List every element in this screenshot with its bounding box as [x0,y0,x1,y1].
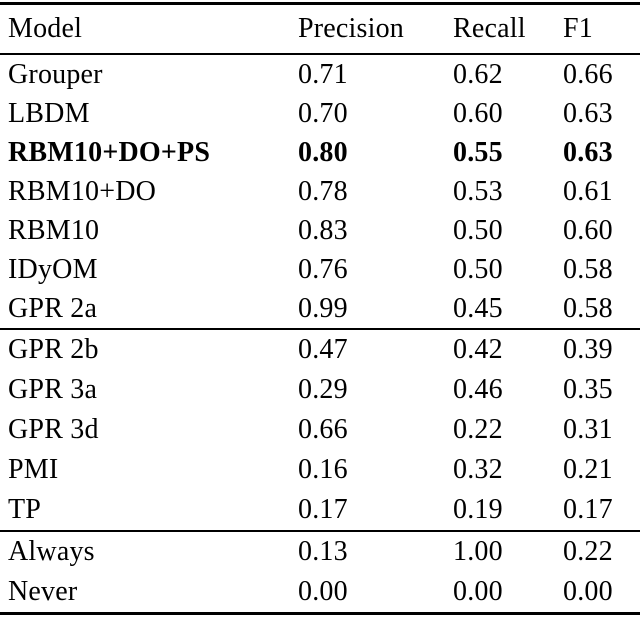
table-header-row: Model Precision Recall F1 [0,5,640,53]
model-cell: GPR 2b [8,334,99,365]
recall-cell: 0.50 [453,214,503,246]
table-bottom-rule [0,612,640,615]
table-row: GPR 2a 0.99 0.45 0.58 [0,289,640,328]
table-row: LBDM 0.70 0.60 0.63 [0,94,640,133]
section-divider-rule-1 [0,328,640,330]
precision-cell: 0.29 [298,374,348,405]
recall-cell: 0.45 [453,292,503,324]
recall-cell: 0.55 [453,136,503,168]
f1-cell: 0.31 [563,414,613,445]
table-row: Never 0.00 0.00 0.00 [0,572,640,612]
table-row: Always 0.13 1.00 0.22 [0,532,640,572]
recall-cell: 0.42 [453,334,503,365]
f1-cell: 0.66 [563,58,613,90]
f1-cell: 0.61 [563,175,613,207]
model-cell: LBDM [8,97,90,129]
table-row: Grouper 0.71 0.62 0.66 [0,55,640,94]
model-cell: RBM10+DO [8,175,157,207]
recall-cell: 0.00 [453,576,503,607]
column-header-precision: Precision [298,13,405,44]
recall-cell: 0.53 [453,175,503,207]
model-cell: IDyOM [8,253,98,285]
table-section-main-models: Grouper 0.71 0.62 0.66 LBDM 0.70 0.60 0.… [0,55,640,328]
precision-cell: 0.13 [298,536,348,567]
model-cell: Always [8,536,95,567]
precision-cell: 0.83 [298,214,348,246]
column-header-model: Model [8,13,83,44]
f1-cell: 0.63 [563,97,613,129]
table-row: RBM10+DO 0.78 0.53 0.61 [0,172,640,211]
model-cell: Never [8,576,78,607]
table-top-rule [0,2,640,5]
section-divider-rule-2 [0,530,640,532]
precision-cell: 0.70 [298,97,348,129]
precision-cell: 0.47 [298,334,348,365]
precision-cell: 0.80 [298,136,348,168]
f1-cell: 0.22 [563,536,613,567]
precision-cell: 0.16 [298,454,348,485]
column-header-f1: F1 [563,13,593,44]
table-row: RBM10+DO+PS 0.80 0.55 0.63 [0,133,640,172]
table-row: GPR 3d 0.66 0.22 0.31 [0,410,640,450]
f1-cell: 0.00 [563,576,613,607]
recall-cell: 0.62 [453,58,503,90]
precision-cell: 0.17 [298,494,348,525]
f1-cell: 0.35 [563,374,613,405]
precision-cell: 0.76 [298,253,348,285]
recall-cell: 1.00 [453,536,503,567]
recall-cell: 0.19 [453,494,503,525]
table-row: TP 0.17 0.19 0.17 [0,490,640,530]
recall-cell: 0.60 [453,97,503,129]
model-cell: RBM10+DO+PS [8,136,211,168]
recall-cell: 0.32 [453,454,503,485]
precision-cell: 0.00 [298,576,348,607]
table-row: GPR 2b 0.47 0.42 0.39 [0,330,640,370]
model-cell: Grouper [8,58,103,90]
f1-cell: 0.60 [563,214,613,246]
column-header-recall: Recall [453,13,526,44]
table-section-trivial-baselines: Always 0.13 1.00 0.22 Never 0.00 0.00 0.… [0,532,640,612]
f1-cell: 0.58 [563,292,613,324]
model-cell: GPR 3a [8,374,98,405]
recall-cell: 0.46 [453,374,503,405]
f1-cell: 0.17 [563,494,613,525]
table-row: GPR 3a 0.29 0.46 0.35 [0,370,640,410]
model-cell: PMI [8,454,59,485]
table-row: IDyOM 0.76 0.50 0.58 [0,250,640,289]
recall-cell: 0.22 [453,414,503,445]
f1-cell: 0.21 [563,454,613,485]
model-cell: GPR 2a [8,292,98,324]
f1-cell: 0.39 [563,334,613,365]
precision-cell: 0.78 [298,175,348,207]
model-cell: GPR 3d [8,414,99,445]
table-row: RBM10 0.83 0.50 0.60 [0,211,640,250]
precision-cell: 0.71 [298,58,348,90]
precision-cell: 0.66 [298,414,348,445]
model-cell: RBM10 [8,214,100,246]
table-section-baseline-rules: GPR 2b 0.47 0.42 0.39 GPR 3a 0.29 0.46 0… [0,330,640,530]
f1-cell: 0.63 [563,136,613,168]
table-row: PMI 0.16 0.32 0.21 [0,450,640,490]
model-cell: TP [8,494,42,525]
recall-cell: 0.50 [453,253,503,285]
f1-cell: 0.58 [563,253,613,285]
header-rule [0,53,640,55]
precision-cell: 0.99 [298,292,348,324]
